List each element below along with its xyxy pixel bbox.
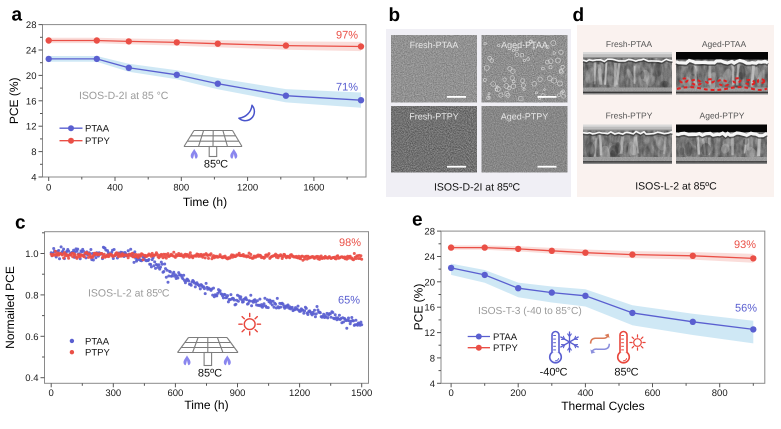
svg-text:400: 400 (577, 388, 593, 399)
svg-text:d: d (573, 5, 585, 26)
svg-text:4: 4 (31, 173, 36, 184)
svg-text:a: a (12, 5, 23, 26)
svg-text:12: 12 (424, 328, 435, 339)
svg-text:97%: 97% (336, 30, 358, 42)
svg-text:Aged-PTPY: Aged-PTPY (700, 111, 745, 121)
svg-text:PTPY: PTPY (85, 136, 110, 147)
svg-text:PCE (%): PCE (%) (412, 284, 426, 331)
svg-text:Aged-PTPY: Aged-PTPY (501, 111, 549, 121)
svg-text:200: 200 (510, 388, 526, 399)
svg-text:93%: 93% (734, 239, 756, 251)
svg-text:1200: 1200 (237, 183, 258, 194)
svg-text:PCE (%): PCE (%) (7, 77, 21, 124)
svg-text:0: 0 (448, 388, 453, 399)
svg-text:400: 400 (107, 183, 123, 194)
svg-text:-40ºC: -40ºC (540, 367, 568, 379)
svg-text:0.4: 0.4 (25, 373, 38, 384)
svg-text:Aged-PTAA: Aged-PTAA (501, 40, 548, 50)
svg-text:800: 800 (173, 183, 189, 194)
svg-text:20: 20 (26, 71, 37, 82)
svg-text:ISOS-D-2I at 85ºC: ISOS-D-2I at 85ºC (434, 182, 521, 194)
svg-text:800: 800 (712, 388, 728, 399)
svg-text:0: 0 (46, 183, 51, 194)
svg-text:1600: 1600 (303, 183, 324, 194)
svg-text:4: 4 (430, 379, 435, 390)
svg-text:600: 600 (645, 388, 661, 399)
svg-text:900: 900 (230, 388, 246, 399)
svg-text:ISOS-D-2I at 85 °C: ISOS-D-2I at 85 °C (79, 90, 169, 102)
svg-text:PTAA: PTAA (493, 332, 518, 343)
svg-text:ISOS-T-3 (-40 to 85°C): ISOS-T-3 (-40 to 85°C) (478, 306, 582, 317)
svg-text:28: 28 (424, 227, 435, 238)
svg-text:Aged-PTAA: Aged-PTAA (702, 39, 747, 49)
svg-text:Fresh-PTPY: Fresh-PTPY (606, 111, 653, 121)
svg-text:Fresh-PTAA: Fresh-PTAA (410, 40, 459, 50)
svg-text:1500: 1500 (351, 388, 372, 399)
svg-text:1200: 1200 (289, 388, 310, 399)
svg-text:65%: 65% (338, 294, 360, 306)
svg-text:0.6: 0.6 (25, 332, 38, 343)
svg-text:Time (h): Time (h) (183, 195, 227, 209)
svg-text:PTPY: PTPY (85, 348, 110, 359)
svg-text:0.8: 0.8 (25, 290, 38, 301)
svg-text:Time (h): Time (h) (184, 398, 228, 412)
svg-text:85ºC: 85ºC (614, 367, 638, 379)
svg-text:Fresh-PTAA: Fresh-PTAA (606, 39, 652, 49)
svg-text:71%: 71% (336, 82, 358, 94)
svg-text:20: 20 (424, 277, 435, 288)
svg-text:PTAA: PTAA (85, 124, 110, 135)
svg-text:98%: 98% (339, 237, 361, 249)
svg-text:28: 28 (26, 20, 37, 31)
svg-text:16: 16 (26, 96, 37, 107)
svg-text:PTPY: PTPY (493, 343, 518, 354)
svg-text:Fresh-PTPY: Fresh-PTPY (409, 111, 459, 121)
svg-text:8: 8 (31, 147, 36, 158)
svg-text:16: 16 (424, 303, 435, 314)
svg-text:Thermal Cycles: Thermal Cycles (561, 399, 644, 413)
svg-text:ISOS-L-2 at 85ºC: ISOS-L-2 at 85ºC (88, 288, 170, 300)
svg-text:8: 8 (430, 353, 435, 364)
svg-text:85ºC: 85ºC (198, 368, 222, 380)
svg-text:24: 24 (424, 252, 435, 263)
svg-text:24: 24 (26, 46, 37, 57)
svg-text:0: 0 (49, 388, 54, 399)
svg-text:56%: 56% (735, 303, 757, 315)
svg-text:PTAA: PTAA (85, 336, 110, 347)
svg-text:600: 600 (167, 388, 183, 399)
svg-text:c: c (15, 213, 26, 234)
svg-text:e: e (412, 210, 423, 231)
svg-text:300: 300 (105, 388, 121, 399)
svg-text:ISOS-L-2 at 85ºC: ISOS-L-2 at 85ºC (635, 181, 717, 193)
svg-text:b: b (389, 5, 401, 26)
svg-text:Normailed PCE: Normailed PCE (3, 266, 17, 349)
svg-text:1.0: 1.0 (25, 249, 38, 260)
svg-text:12: 12 (26, 122, 37, 133)
svg-text:85ºC: 85ºC (204, 159, 228, 171)
